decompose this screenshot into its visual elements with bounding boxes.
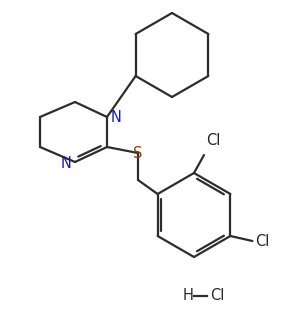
- Text: Cl: Cl: [255, 235, 270, 249]
- Text: N: N: [60, 155, 71, 171]
- Text: H: H: [182, 288, 193, 304]
- Text: Cl: Cl: [206, 133, 220, 148]
- Text: S: S: [133, 146, 143, 160]
- Text: N: N: [111, 111, 122, 125]
- Text: Cl: Cl: [210, 288, 224, 304]
